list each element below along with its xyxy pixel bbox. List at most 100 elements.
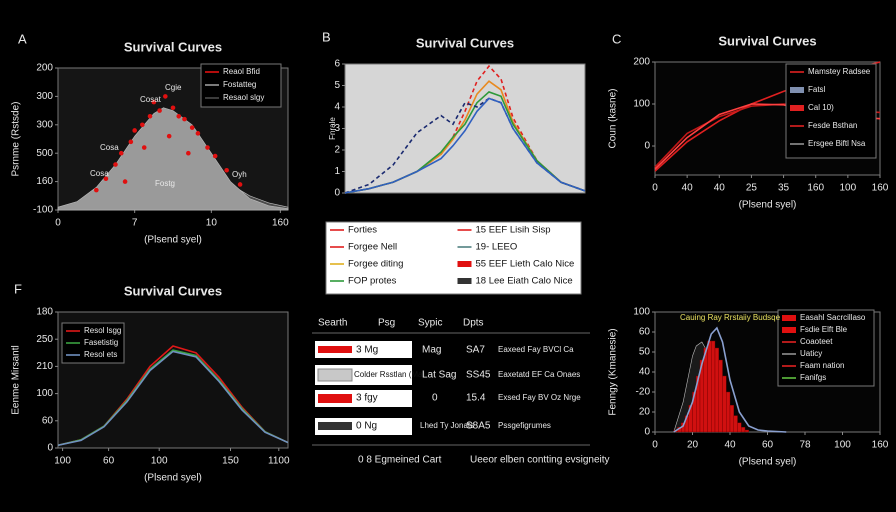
legend-label: Coaoteet — [800, 337, 833, 346]
x-tick-label: 0 — [652, 440, 658, 451]
point — [141, 145, 147, 150]
x-tick-label: 40 — [714, 183, 726, 194]
y-tick-label: 160 — [36, 176, 53, 187]
cell: Lat Sag — [422, 370, 456, 381]
legend-label: Faam nation — [800, 361, 844, 370]
legend-label: Fanifgs — [800, 373, 826, 382]
point — [128, 139, 134, 145]
y-tick-label: 210 — [36, 361, 53, 372]
line — [673, 326, 787, 433]
y-tick-label: -100 — [33, 205, 53, 216]
legend-label: 55 EEF Lieth Calo Nice — [476, 259, 575, 270]
y-tick-label: -20 — [636, 387, 651, 398]
bar — [722, 375, 727, 433]
bar — [711, 340, 716, 433]
y-tick-label: 5 — [334, 80, 340, 91]
bar — [726, 391, 731, 433]
cell: Mag — [422, 345, 441, 356]
x-tick-label: 160 — [807, 183, 824, 194]
cell: 3 fgy — [356, 393, 378, 404]
cell: Eaxeed Fay BVCl Ca — [498, 345, 574, 354]
y-tick-label: 40 — [639, 367, 651, 378]
table-footer: 0 8 Egmeined Cart — [358, 455, 442, 466]
y-tick-label: 20 — [639, 407, 651, 418]
point — [170, 105, 176, 111]
legend-label: Uaticy — [800, 349, 822, 358]
bar — [729, 405, 734, 433]
swatch — [317, 368, 353, 382]
point — [224, 167, 229, 173]
cell: Colder Rsstlan (Ma) — [354, 370, 425, 379]
point — [94, 187, 99, 193]
y-tick-label: 300 — [36, 119, 53, 130]
legend-label: Forgee Nell — [348, 242, 397, 253]
point — [147, 113, 153, 119]
cell: S8A5 — [466, 421, 491, 432]
point — [195, 131, 201, 136]
legend-label: Fsdie Elft Ble — [800, 325, 848, 334]
y-tick-label: 100 — [36, 388, 53, 399]
point — [118, 150, 124, 156]
x-tick-label: 78 — [799, 440, 811, 451]
x-tick-label: 100 — [151, 456, 168, 467]
cell: Lhed Ty Jonats — [420, 421, 474, 430]
y-axis-label: Eenme Mirsantl — [11, 345, 22, 414]
bar — [707, 340, 712, 433]
legend-label: 15 EEF Lisih Sisp — [476, 225, 551, 236]
x-axis-label: (Plsend syel) — [739, 200, 797, 211]
table-header: Dpts — [463, 318, 484, 329]
point — [182, 116, 187, 122]
point — [113, 162, 118, 167]
point — [176, 113, 182, 119]
x-tick-label: 40 — [724, 440, 736, 451]
cell-box — [315, 341, 412, 358]
y-tick-label: 1 — [334, 166, 340, 177]
line — [344, 64, 586, 194]
x-tick-label: 60 — [103, 456, 115, 467]
y-axis-label: Coun (kasne) — [608, 88, 619, 148]
y-tick-label: 4 — [334, 102, 340, 113]
x-axis-label: (Plsend syel) — [144, 235, 202, 246]
y-tick-label: 200 — [633, 57, 650, 68]
bar — [744, 429, 749, 433]
y-tick-label: 0 — [334, 188, 340, 199]
panel-label: C — [612, 31, 621, 46]
swatch — [318, 346, 352, 353]
annotation: Cauing Ray Rrstaiiy Budsqe — [680, 313, 781, 322]
x-tick-label: 100 — [834, 440, 851, 451]
annotations: Cgie Cosat Cosa Oyh Fostg Cosa Cauing Ra… — [90, 83, 781, 322]
y-tick-label: 180 — [36, 307, 53, 318]
table-footer: Ueeor elben contting evsigneity — [470, 455, 610, 466]
swatch — [318, 394, 352, 403]
y-tick-label: 300 — [36, 91, 53, 102]
cell: 0 — [432, 393, 438, 404]
point — [157, 108, 162, 113]
legend-label: Resaol slgy — [223, 93, 264, 102]
y-tick-label: 100 — [633, 307, 650, 318]
annotation: Fostg — [155, 179, 175, 188]
point — [132, 128, 137, 133]
legend-swatch — [790, 105, 804, 111]
x-tick-label: 100 — [840, 183, 857, 194]
y-axis-label: Fenngy (Kmanesie) — [608, 328, 619, 415]
point — [205, 145, 210, 150]
point — [122, 179, 128, 184]
y-tick-label: 60 — [639, 327, 651, 338]
table: Searth Psg Sypic Dpts 3 Mg Mag SA7 Eaxee… — [312, 318, 610, 466]
x-axis-label: (Plsend syel) — [739, 457, 797, 468]
y-tick-label: 3 — [334, 123, 340, 134]
x-tick-label: 1100 — [268, 456, 290, 467]
y-tick-label: 500 — [36, 148, 53, 159]
legend-label: Fostatteg — [223, 80, 256, 89]
bar — [703, 347, 708, 433]
panel-label: B — [322, 29, 331, 44]
x-tick-label: 7 — [132, 218, 138, 229]
point — [163, 94, 168, 99]
bar — [718, 359, 723, 433]
chart-title: Survival Curves — [416, 35, 514, 50]
legend-label: Ersgee Biftl Nsa — [808, 139, 866, 148]
plot-area — [344, 63, 586, 194]
cell: Eaxetatd EF Ca Onaes — [498, 370, 580, 379]
legend-label: Mamstey Radsee — [808, 67, 871, 76]
